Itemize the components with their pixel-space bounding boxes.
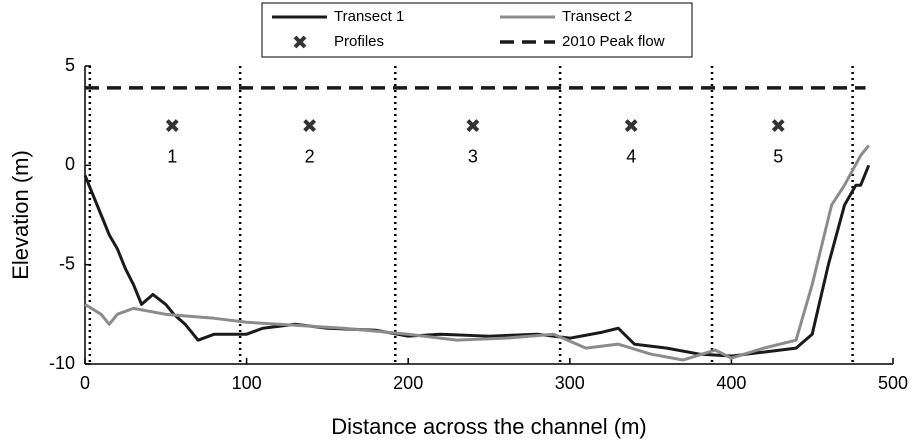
x-tick-label: 400: [716, 373, 746, 393]
profile-marker: [624, 119, 638, 133]
profile-label: 1: [167, 146, 177, 166]
legend-box: [261, 2, 693, 58]
x-tick-label: 300: [555, 373, 585, 393]
profile-marker: [165, 119, 179, 133]
profile-marker: [466, 119, 480, 133]
y-axis-title: Elevation (m): [8, 150, 33, 280]
legend-symbol: [293, 35, 307, 49]
x-tick-label: 0: [80, 373, 90, 393]
y-tick-label: 5: [65, 55, 75, 75]
profile-label: 5: [773, 146, 783, 166]
y-tick-label: -10: [49, 353, 75, 373]
profile-marker: [771, 119, 785, 133]
profile-label: 2: [305, 146, 315, 166]
x-tick-label: 200: [393, 373, 423, 393]
profile-marker: [303, 119, 317, 133]
legend-label: Profiles: [334, 33, 384, 50]
x-axis-title: Distance across the channel (m): [331, 414, 646, 439]
legend-label: Transect 2: [562, 8, 632, 25]
profile-label: 3: [468, 146, 478, 166]
profile-label: 4: [626, 146, 636, 166]
y-tick-label: 0: [65, 154, 75, 174]
series-line: [83, 164, 871, 358]
legend: Transect 1 Transect 2 Profiles 2010 Peak fl…: [272, 8, 665, 50]
x-tick-label: 100: [232, 373, 262, 393]
x-tick-label: 500: [878, 373, 908, 393]
series-line: [84, 144, 870, 362]
legend-label: Transect 1: [334, 8, 404, 25]
legend-label: 2010 Peak flow: [562, 33, 665, 50]
y-tick-label: -5: [59, 253, 75, 273]
